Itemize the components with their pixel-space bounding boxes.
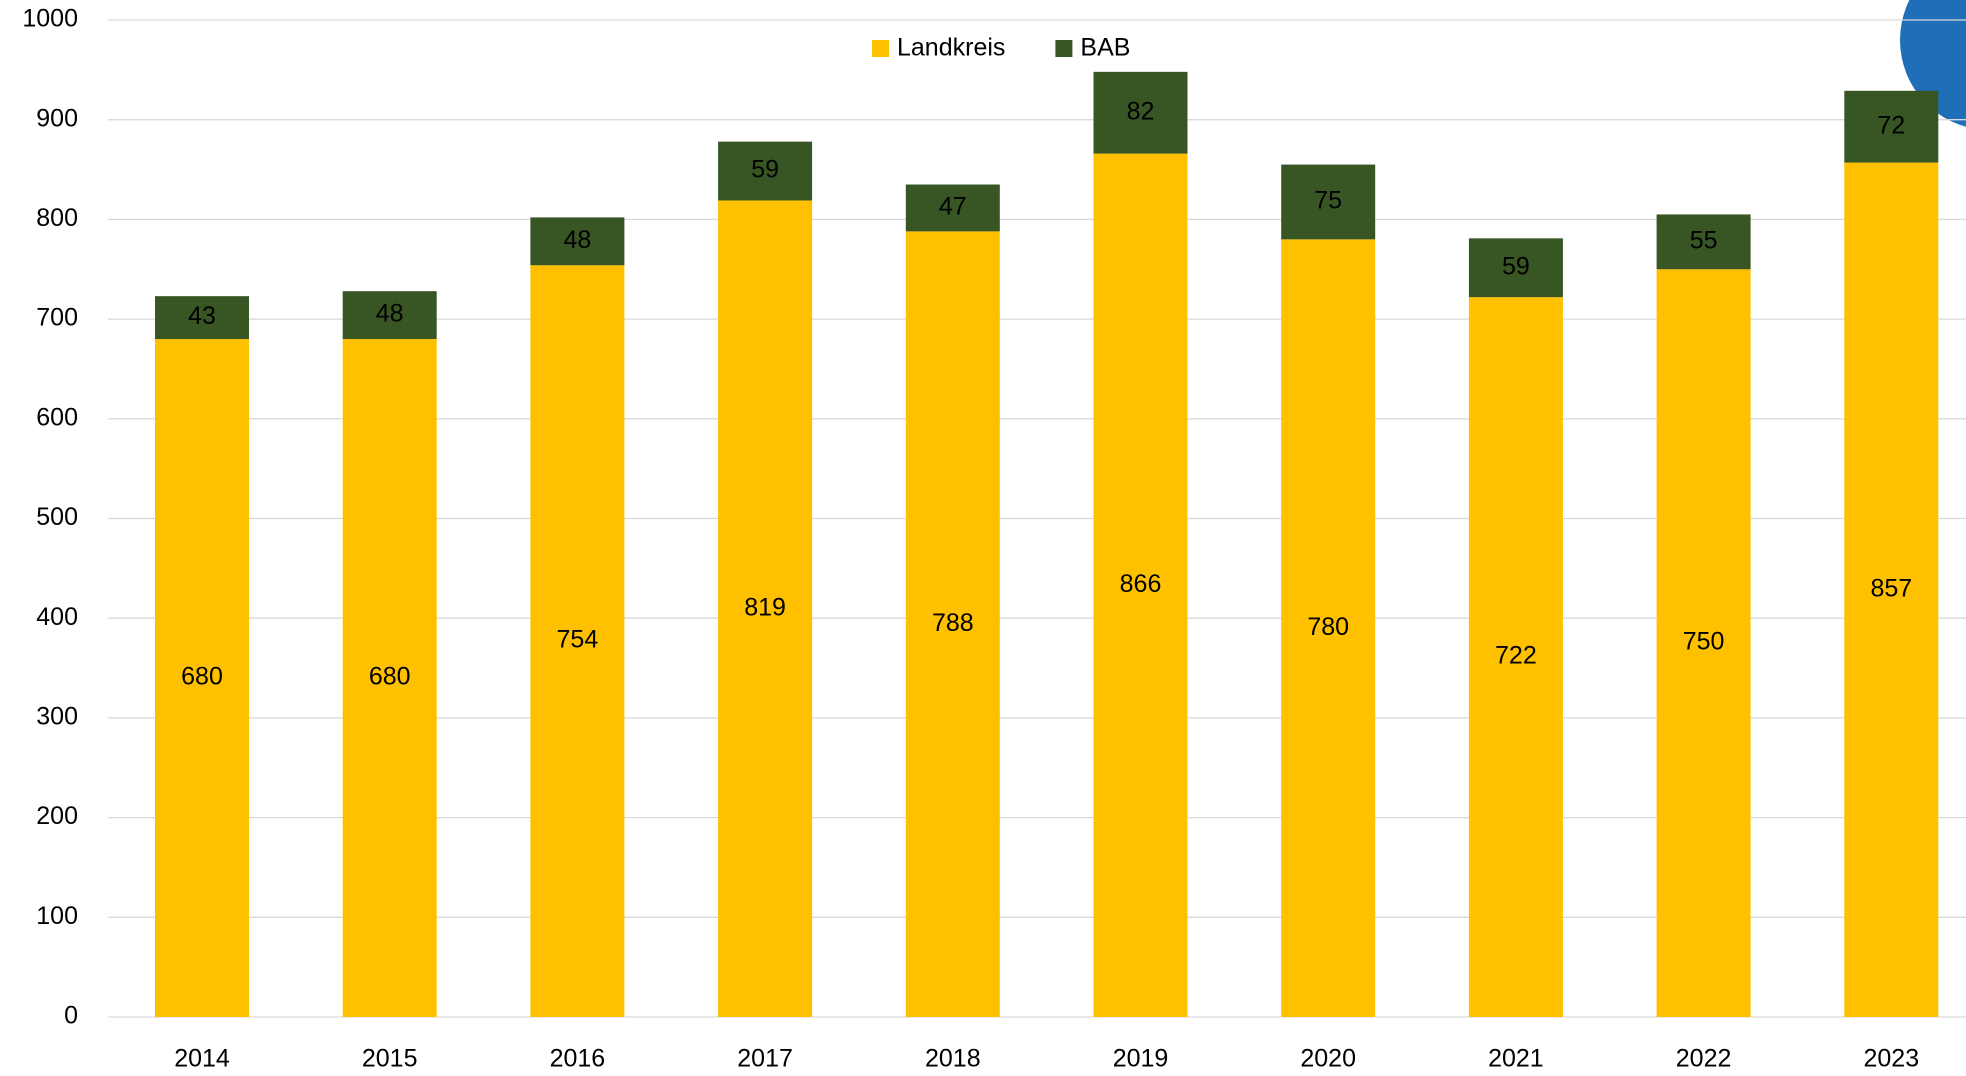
bar-segment (1468, 297, 1563, 1017)
bar-segment (905, 184, 1000, 232)
y-tick-label: 0 (64, 1002, 78, 1030)
value-label: 48 (563, 226, 591, 254)
value-label: 866 (1120, 570, 1162, 598)
bar-segment (1844, 90, 1939, 163)
value-label: 819 (744, 593, 786, 621)
value-label: 780 (1307, 613, 1349, 641)
y-tick-label: 500 (36, 503, 78, 531)
bars (155, 71, 1939, 1018)
x-tick-label: 2021 (1488, 1045, 1544, 1073)
bar-segment (1656, 269, 1751, 1017)
value-label: 55 (1690, 226, 1718, 254)
value-label: 59 (1502, 252, 1530, 280)
x-tick-label: 2020 (1300, 1045, 1356, 1073)
legend-swatch (872, 40, 889, 57)
x-tick-label: 2014 (174, 1045, 230, 1073)
y-tick-label: 100 (36, 902, 78, 930)
value-label: 75 (1314, 187, 1342, 215)
bar-segment (155, 296, 249, 340)
y-tick-label: 800 (36, 204, 78, 232)
y-tick-label: 200 (36, 802, 78, 830)
value-label: 788 (932, 609, 974, 637)
bar-segment (718, 141, 813, 201)
value-label: 82 (1127, 97, 1155, 125)
x-tick-label: 2017 (737, 1045, 793, 1073)
bar-segment (905, 231, 1000, 1017)
value-label: 750 (1683, 628, 1725, 656)
value-label: 43 (188, 302, 216, 330)
value-label: 59 (751, 156, 779, 184)
y-tick-label: 300 (36, 703, 78, 731)
bar-segment (1281, 164, 1376, 240)
value-label: 680 (369, 663, 411, 691)
y-tick-label: 900 (36, 104, 78, 132)
bar-segment (1468, 238, 1563, 298)
x-tick-label: 2023 (1863, 1045, 1919, 1073)
value-label: 47 (939, 193, 967, 221)
y-tick-label: 1000 (22, 5, 78, 33)
labels: 0 100 200 300 400 500 600 700 800 900 1000 2014 680 4… (22, 5, 1919, 1073)
value-label: 48 (376, 300, 404, 328)
value-label: 857 (1870, 574, 1912, 602)
legend-swatch (1055, 40, 1073, 57)
y-tick-label: 400 (36, 603, 78, 631)
value-label: 754 (557, 626, 599, 654)
x-tick-label: 2016 (550, 1045, 606, 1073)
legend-label: Landkreis (897, 34, 1005, 62)
bar-segment (342, 339, 437, 1017)
x-tick-label: 2015 (362, 1045, 418, 1073)
bar-segment (1656, 214, 1751, 270)
value-label: 722 (1495, 642, 1537, 670)
bar-segment (718, 200, 813, 1017)
value-label: 72 (1877, 111, 1905, 139)
x-tick-label: 2019 (1113, 1045, 1169, 1073)
bar-segment (1093, 153, 1188, 1017)
bar-segment (1844, 162, 1939, 1018)
legend-label: BAB (1080, 34, 1130, 62)
value-label: 680 (181, 663, 223, 691)
logo-decoration (1900, 0, 1966, 127)
x-tick-label: 2022 (1676, 1045, 1732, 1073)
y-tick-label: 600 (36, 403, 78, 431)
bar-segment (155, 339, 249, 1017)
bar-segment (530, 265, 625, 1018)
bar-segment (342, 291, 437, 340)
bar-segment (530, 217, 625, 266)
x-tick-label: 2018 (925, 1045, 981, 1073)
bar-segment (1281, 239, 1376, 1018)
y-tick-label: 700 (36, 304, 78, 332)
bar-segment (1093, 71, 1188, 154)
